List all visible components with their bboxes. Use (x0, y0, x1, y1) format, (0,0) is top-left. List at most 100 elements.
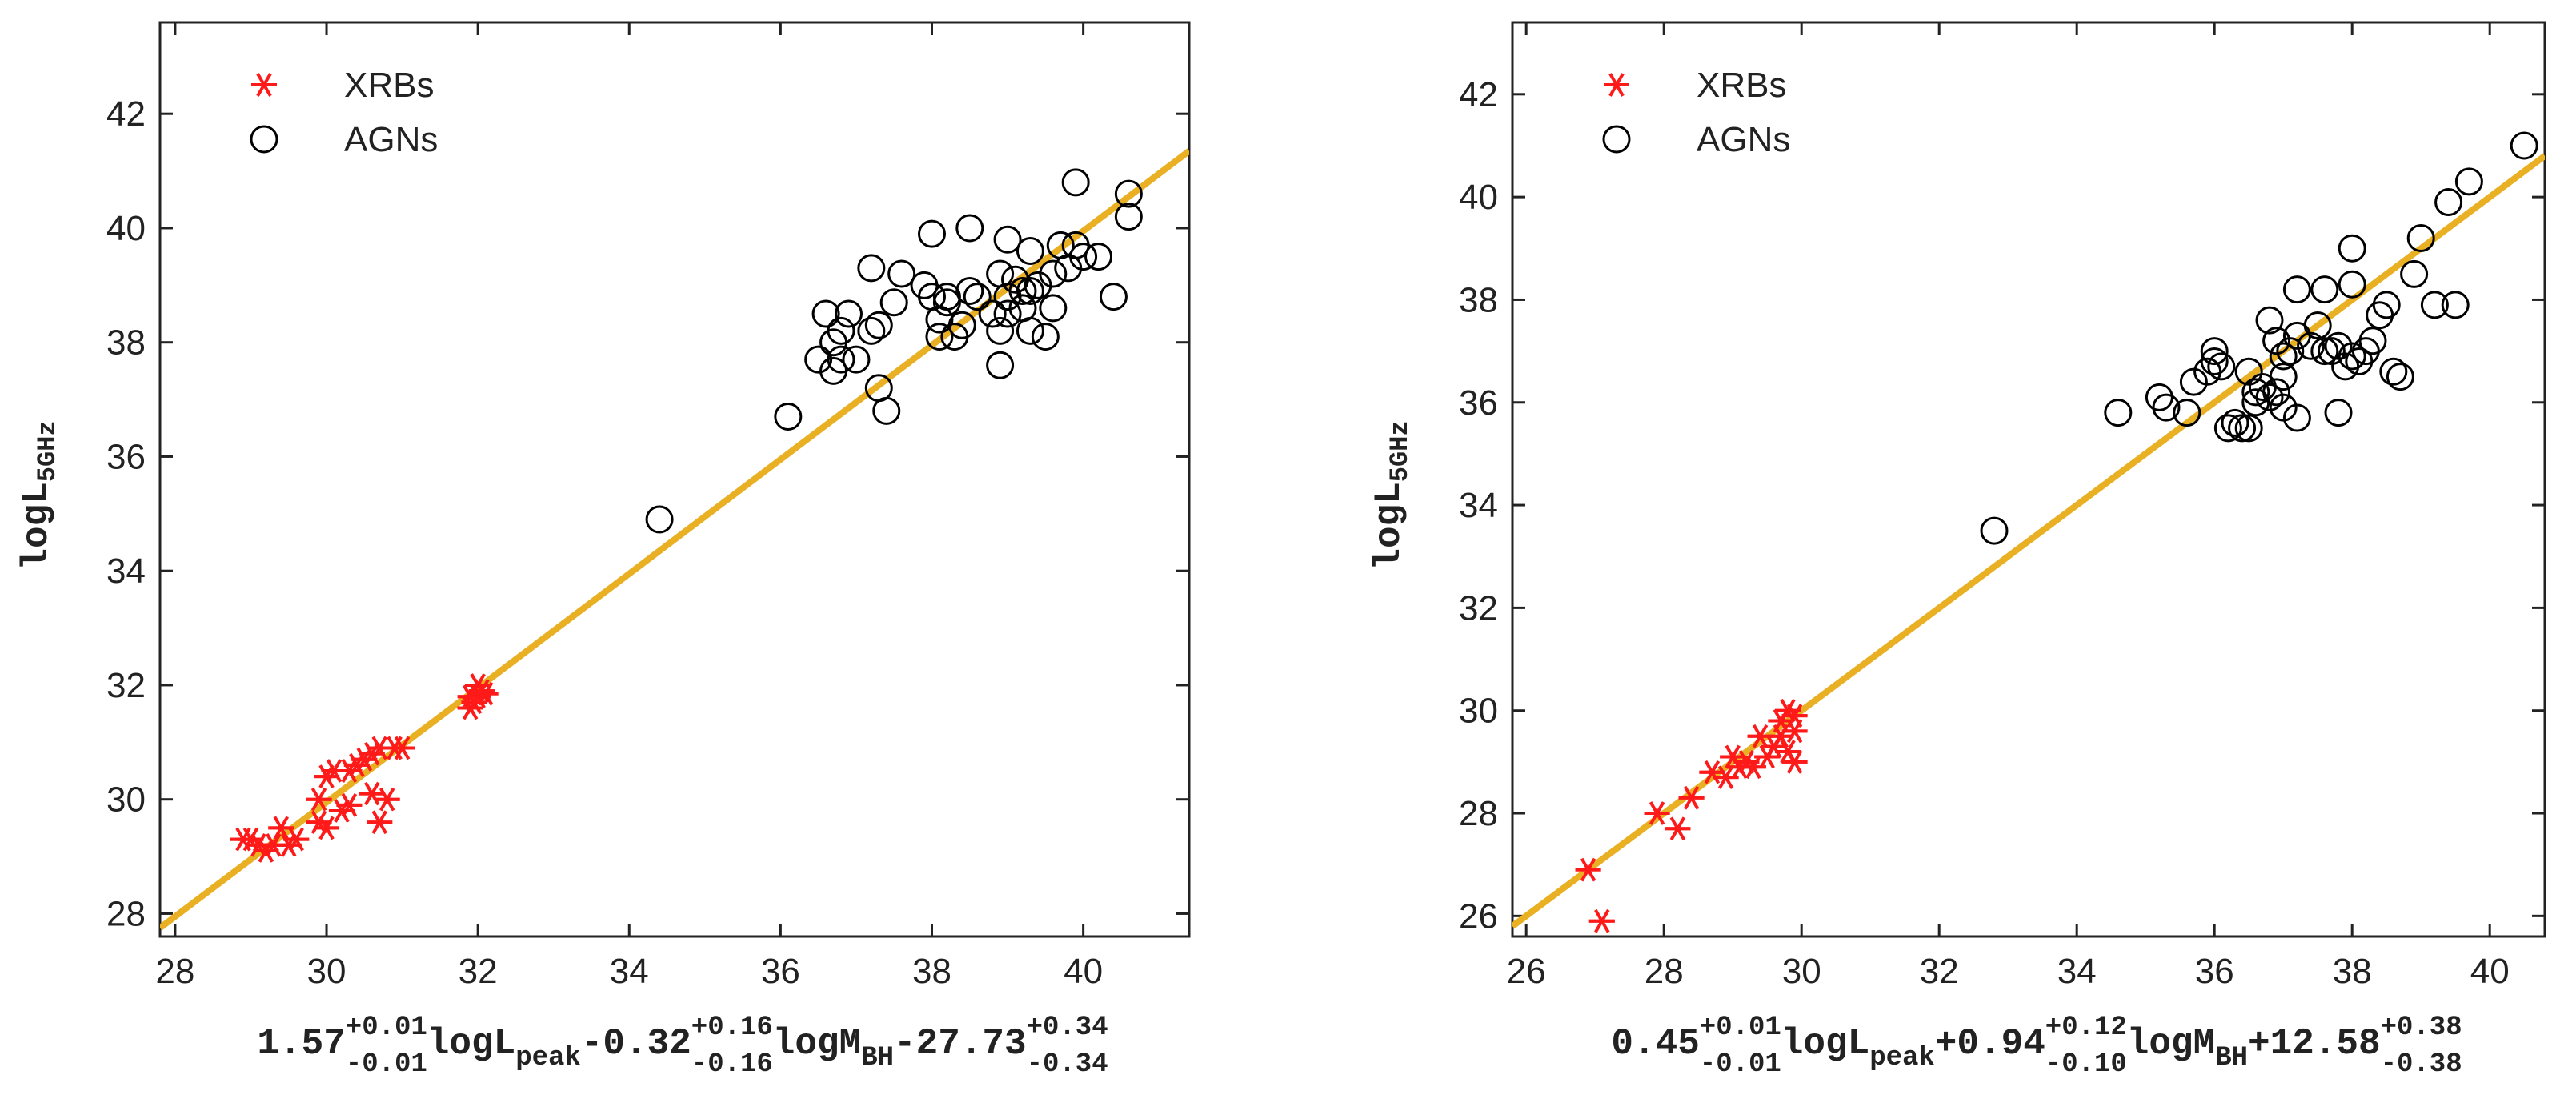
xrb-point (1699, 760, 1725, 784)
agn-point (2324, 399, 2353, 427)
y-label-main: logL (16, 482, 58, 570)
agn-point (2234, 357, 2263, 386)
agn-point (827, 345, 855, 374)
agn-point (2207, 352, 2236, 381)
formula-part: BH (861, 1043, 894, 1073)
y-tick-label: 38 (1459, 280, 1498, 319)
agn-point (1069, 243, 1098, 271)
formula-part: -0.38 (2381, 1049, 2462, 1080)
formula-part: -0.32 (581, 1023, 691, 1065)
agn-point (932, 283, 961, 311)
formula-part: -0.16 (691, 1049, 773, 1080)
agn-point (774, 402, 803, 431)
agn-point (2310, 275, 2339, 304)
xrb-point (306, 787, 332, 812)
agn-point (978, 299, 1007, 328)
agn-point (2213, 414, 2242, 443)
agn-point (2400, 259, 2429, 288)
axes-frame (158, 21, 1191, 938)
agn-point (1016, 316, 1044, 345)
agn-point (2310, 337, 2339, 366)
left-scatter-chart: 28 30 32 34 36 38 40 28 30 32 34 36 38 40 42 XRBs AGNs lo… (16, 21, 1191, 1080)
formula-part: +0.16 (691, 1013, 773, 1043)
xrb-point (389, 736, 415, 760)
xrb-point (336, 759, 363, 783)
agn-point (1031, 323, 1060, 351)
formula-part: +12.58 (2248, 1023, 2381, 1065)
y-tick-label: 42 (1459, 75, 1498, 114)
agn-point (1114, 179, 1143, 208)
agn-point (2262, 378, 2291, 407)
xrb-point (306, 810, 332, 835)
agn-point (2255, 306, 2284, 335)
agn-point (834, 299, 863, 328)
agn-point (2234, 414, 2263, 443)
agn-point (2406, 223, 2435, 252)
agn-point (993, 225, 1022, 254)
y-tick-label: 32 (106, 666, 146, 705)
xrb-point (359, 741, 385, 766)
xrb-point (1781, 750, 1808, 774)
formula-part: 0.45 (1611, 1023, 1699, 1065)
formula-part: +0.38 (2381, 1013, 2462, 1043)
agn-point (1039, 294, 1068, 323)
agn-point (1061, 168, 1090, 197)
x-tick-label: 32 (1920, 952, 1959, 991)
xrb-point (1588, 908, 1615, 933)
agn-point (2372, 291, 2401, 319)
agn-point (2282, 403, 2311, 432)
agn-point (2358, 327, 2387, 355)
agn-point (1114, 203, 1143, 231)
legend-xrb-label: XRBs (344, 66, 434, 105)
agn-point (2338, 342, 2366, 371)
formula-part: peak (1869, 1043, 1935, 1073)
xrb-point (472, 681, 499, 706)
xrb-point (351, 747, 378, 772)
x-tick-label: 26 (1507, 952, 1546, 991)
xrb-point (1665, 816, 1691, 841)
agn-point (2510, 131, 2538, 160)
agn-point (2200, 347, 2229, 375)
agn-point (1008, 276, 1037, 305)
legend-agn-marker (1602, 125, 1631, 154)
xrb-point (283, 827, 310, 852)
agn-point (947, 311, 976, 339)
agn-point (2104, 399, 2133, 427)
agn-point (1084, 243, 1113, 271)
agn-point (2173, 399, 2201, 427)
xrb-point (314, 816, 340, 840)
x-axis-formula: 0.45+0.01 -0.01logLpeak+0.94+0.12 -0.10log… (1611, 1013, 2462, 1080)
xrb-point (1781, 704, 1808, 728)
xrb-point (1644, 801, 1670, 825)
y-tick-label: 26 (1459, 896, 1498, 936)
xrb-point (275, 832, 302, 857)
legend-xrb-marker (1604, 73, 1629, 97)
formula-part: -27.73 (894, 1023, 1027, 1065)
agn-point (827, 316, 855, 345)
y-tick-label: 30 (1459, 692, 1498, 731)
formula-part: peak (515, 1043, 581, 1073)
agn-point (2241, 378, 2270, 407)
agn-point (993, 299, 1022, 328)
legend-agn-label: AGNs (1697, 120, 1790, 159)
agn-point (2152, 393, 2181, 422)
agn-point (1016, 237, 1044, 265)
formula-part: +0.94 (1935, 1023, 2045, 1065)
y-tick-label: 28 (106, 894, 146, 933)
y-tick-label: 36 (1459, 383, 1498, 423)
agn-point (2303, 311, 2332, 340)
agn-point (2434, 188, 2463, 217)
y-tick-label: 32 (1459, 588, 1498, 628)
xrb-point (1678, 785, 1705, 810)
y-tick-label: 34 (1459, 486, 1498, 525)
agn-point (963, 283, 992, 311)
agn-point (2200, 337, 2229, 366)
xrb-point (468, 679, 495, 703)
agn-point (932, 288, 961, 317)
legend-agn-label: AGNs (344, 120, 438, 159)
plot-area (160, 148, 1189, 931)
agn-point (2338, 270, 2366, 299)
y-axis-label: logL5GHz (1368, 420, 1415, 570)
xrb-point (314, 764, 340, 789)
